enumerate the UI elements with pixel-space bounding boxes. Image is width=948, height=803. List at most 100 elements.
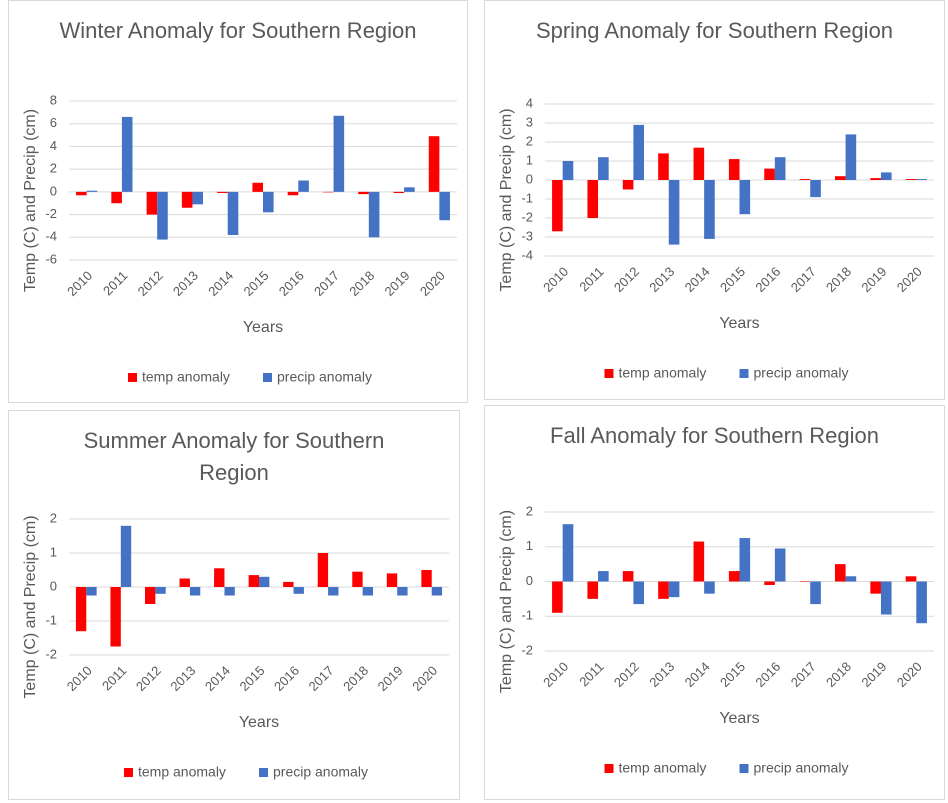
bar bbox=[905, 179, 917, 180]
x-tick-label: 2015 bbox=[717, 264, 748, 295]
bar bbox=[76, 191, 87, 196]
legend-label: precip anomaly bbox=[277, 369, 372, 385]
legend-swatch bbox=[604, 369, 614, 378]
bar bbox=[120, 525, 132, 587]
bar bbox=[916, 581, 927, 624]
bar bbox=[111, 191, 122, 204]
x-tick-label: 2020 bbox=[894, 659, 925, 690]
bar bbox=[86, 190, 98, 192]
x-tick-label: 2018 bbox=[823, 659, 854, 690]
bar bbox=[386, 573, 398, 587]
x-tick-label: 2014 bbox=[205, 268, 236, 299]
x-tick-label: 2017 bbox=[306, 663, 337, 694]
x-tick-label: 2016 bbox=[276, 268, 307, 299]
bar bbox=[764, 168, 775, 180]
x-tick-label: 2016 bbox=[271, 663, 302, 694]
y-tick-label: 2 bbox=[526, 133, 533, 148]
x-tick-label: 2010 bbox=[64, 663, 95, 694]
bar bbox=[739, 538, 751, 582]
x-tick-label: 2020 bbox=[409, 663, 440, 694]
x-tick-label: 2013 bbox=[646, 264, 677, 295]
x-tick-label: 2014 bbox=[202, 663, 233, 694]
bar bbox=[764, 581, 775, 585]
x-tick-label: 2015 bbox=[240, 268, 271, 299]
y-tick-label: 4 bbox=[50, 138, 57, 153]
bar bbox=[227, 191, 239, 236]
bar bbox=[121, 116, 133, 192]
bar bbox=[799, 179, 811, 180]
y-tick-label: 1 bbox=[526, 538, 533, 553]
y-tick-label: 0 bbox=[50, 183, 57, 198]
y-tick-label: 1 bbox=[526, 152, 533, 167]
legend-label: temp anomaly bbox=[619, 760, 707, 776]
x-tick-label: 2011 bbox=[576, 264, 606, 294]
bar bbox=[358, 191, 369, 195]
chart-title: Spring Anomaly for Southern Region bbox=[535, 18, 894, 43]
legend-label: temp anomaly bbox=[138, 764, 226, 780]
bar bbox=[214, 568, 225, 587]
bar bbox=[352, 571, 363, 587]
bar bbox=[810, 180, 821, 198]
y-tick-label: -1 bbox=[521, 608, 533, 623]
legend-label: precip anomaly bbox=[754, 365, 849, 381]
y-axis-label: Temp (C) and Precip (cm) bbox=[498, 108, 515, 291]
x-axis-label: Years bbox=[239, 714, 279, 731]
bar bbox=[86, 587, 97, 596]
bar bbox=[552, 581, 563, 613]
y-tick-label: 2 bbox=[526, 503, 533, 518]
x-tick-label: 2019 bbox=[858, 264, 889, 295]
bar bbox=[421, 570, 432, 587]
x-tick-label: 2011 bbox=[99, 663, 129, 693]
x-tick-label: 2019 bbox=[375, 663, 406, 694]
bar bbox=[693, 541, 705, 582]
bar bbox=[834, 176, 846, 180]
bar bbox=[845, 576, 857, 582]
bar bbox=[293, 587, 304, 594]
bar bbox=[622, 571, 634, 582]
y-tick-label: -1 bbox=[45, 612, 57, 627]
bar bbox=[397, 587, 408, 596]
bar bbox=[192, 191, 204, 205]
x-axis-label: Years bbox=[719, 710, 759, 727]
x-tick-label: 2012 bbox=[611, 264, 642, 295]
y-tick-label: -2 bbox=[45, 646, 57, 661]
bar bbox=[658, 581, 669, 599]
y-tick-label: 4 bbox=[526, 95, 533, 110]
chart-title: Winter Anomaly for Southern Region bbox=[59, 18, 417, 43]
bar bbox=[774, 548, 786, 582]
legend-swatch bbox=[263, 373, 272, 382]
bar bbox=[328, 587, 339, 596]
x-tick-label: 2012 bbox=[133, 663, 164, 694]
bar bbox=[189, 587, 201, 596]
x-tick-label: 2010 bbox=[64, 268, 95, 299]
bar bbox=[368, 191, 380, 238]
bar bbox=[110, 587, 121, 647]
x-tick-label: 2011 bbox=[100, 268, 130, 298]
y-tick-label: 2 bbox=[50, 510, 57, 525]
x-tick-label: 2015 bbox=[717, 659, 748, 690]
y-tick-label: -6 bbox=[45, 251, 57, 266]
legend-label: precip anomaly bbox=[273, 764, 368, 780]
bar bbox=[587, 180, 599, 218]
legend-swatch bbox=[259, 768, 268, 777]
bar bbox=[179, 578, 190, 587]
bar bbox=[259, 576, 270, 587]
bar bbox=[704, 180, 715, 239]
bar bbox=[728, 159, 740, 180]
bar bbox=[658, 153, 669, 180]
bar bbox=[439, 191, 450, 221]
bar bbox=[633, 581, 645, 605]
x-tick-label: 2015 bbox=[236, 663, 267, 694]
bar bbox=[905, 576, 917, 582]
bar bbox=[283, 581, 294, 587]
chart-panel: Spring Anomaly for Southern Region -4 -3 -2… bbox=[484, 0, 945, 400]
x-tick-label: 2017 bbox=[311, 268, 342, 299]
bar bbox=[287, 191, 299, 196]
y-axis-label: Temp (C) and Precip (cm) bbox=[498, 510, 515, 693]
x-tick-label: 2011 bbox=[576, 659, 606, 689]
bar bbox=[810, 581, 821, 605]
legend-swatch bbox=[128, 373, 137, 382]
